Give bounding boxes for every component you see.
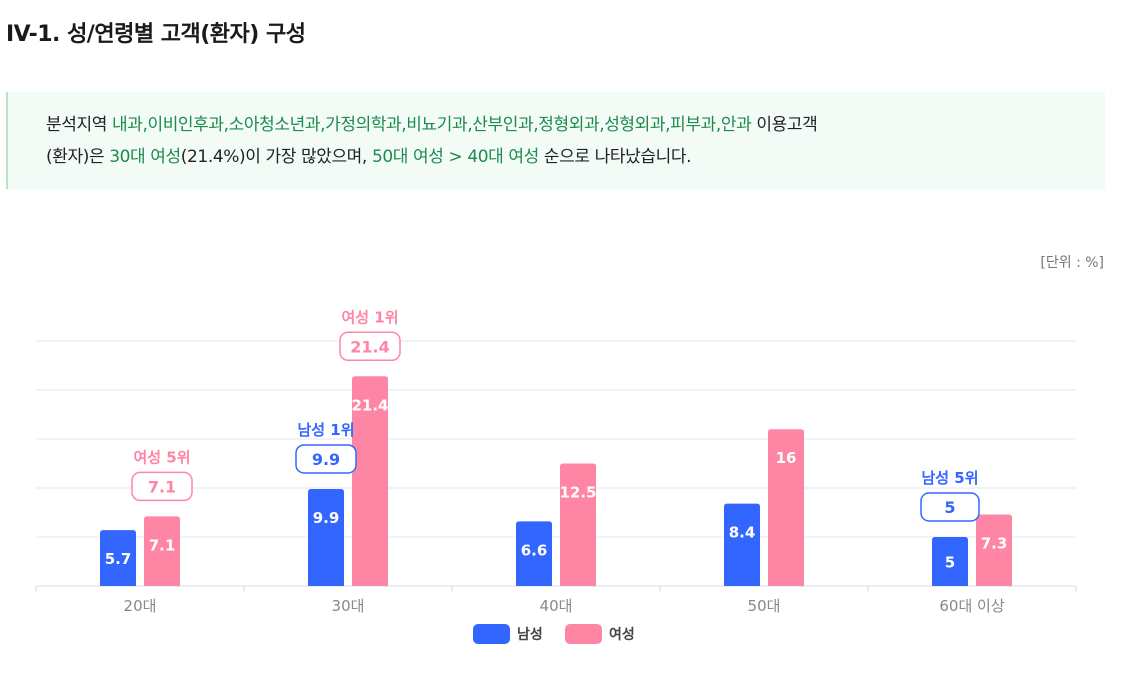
summary-top1: 30대 여성 bbox=[109, 147, 181, 167]
summary-top2: 50대 여성 > 40대 여성 bbox=[371, 147, 539, 167]
legend-label: 여성 bbox=[609, 626, 635, 643]
rank-value-box bbox=[131, 471, 193, 502]
bar bbox=[144, 516, 180, 586]
category-label: 60대 이상 bbox=[939, 597, 1004, 615]
bar-chart: 5.7 9.9 6.6 8.4 5 7.1 21.4 12.5 16 7.3 20대 30대 40대 50… bbox=[35, 308, 1077, 644]
category-label: 50대 bbox=[748, 597, 781, 615]
bar-value-label: 12.5 bbox=[559, 484, 596, 502]
bar-value-label: 7.1 bbox=[149, 536, 176, 554]
bar bbox=[932, 537, 968, 586]
legend-swatch bbox=[473, 624, 510, 644]
bar-value-label: 5.7 bbox=[105, 550, 132, 568]
rank-label: 남성 5위 bbox=[921, 469, 978, 487]
bar bbox=[560, 463, 596, 586]
bar-value-label: 16 bbox=[776, 449, 797, 467]
rank-value-text: 5 bbox=[944, 498, 955, 517]
summary-text-3: (환자)은 bbox=[46, 147, 110, 167]
summary-text-1: 분석지역 bbox=[46, 115, 112, 135]
bar bbox=[308, 488, 344, 586]
rank-label: 여성 1위 bbox=[341, 308, 398, 326]
rank-label: 남성 1위 bbox=[297, 421, 354, 439]
summary-text-5: 순으로 나타났습니다. bbox=[538, 147, 692, 167]
bar bbox=[724, 503, 760, 586]
bar-value-label: 5 bbox=[945, 554, 955, 572]
summary-departments: 내과,이비인후과,소아청소년과,가정의학과,비뇨기과,산부인과,정형외과,성형외… bbox=[111, 115, 752, 135]
rank-value-text: 7.1 bbox=[148, 477, 176, 496]
rank-value-box bbox=[920, 492, 980, 522]
bar bbox=[768, 429, 804, 586]
bar-value-label: 9.9 bbox=[313, 509, 340, 527]
summary-text-2: 이용고객 bbox=[751, 115, 818, 135]
summary-text-4: (21.4%)이 가장 많았으며, bbox=[180, 147, 372, 167]
rank-value-text: 21.4 bbox=[350, 337, 389, 356]
category-label: 40대 bbox=[540, 597, 573, 615]
category-label: 20대 bbox=[124, 597, 157, 615]
page-title: IV-1. 성/연령별 고객(환자) 구성 bbox=[6, 22, 306, 47]
summary-box: 분석지역 내과,이비인후과,소아청소년과,가정의학과,비뇨기과,산부인과,정형외… bbox=[6, 92, 1105, 189]
legend-swatch bbox=[565, 624, 602, 644]
bar bbox=[100, 530, 136, 586]
bar-value-label: 8.4 bbox=[729, 524, 756, 542]
rank-value-box bbox=[295, 444, 357, 474]
rank-value-text: 9.9 bbox=[312, 450, 340, 469]
bar-value-label: 7.3 bbox=[981, 534, 1008, 552]
bar-value-label: 21.4 bbox=[351, 396, 388, 414]
unit-label: [단위 : %] bbox=[1040, 255, 1104, 271]
rank-label: 여성 5위 bbox=[133, 448, 190, 466]
bar bbox=[976, 514, 1012, 586]
bar bbox=[516, 521, 552, 586]
category-label: 30대 bbox=[332, 597, 365, 615]
bar bbox=[352, 376, 388, 586]
bar-value-label: 6.6 bbox=[521, 541, 548, 559]
rank-value-box bbox=[339, 331, 401, 362]
legend-label: 남성 bbox=[517, 626, 543, 643]
